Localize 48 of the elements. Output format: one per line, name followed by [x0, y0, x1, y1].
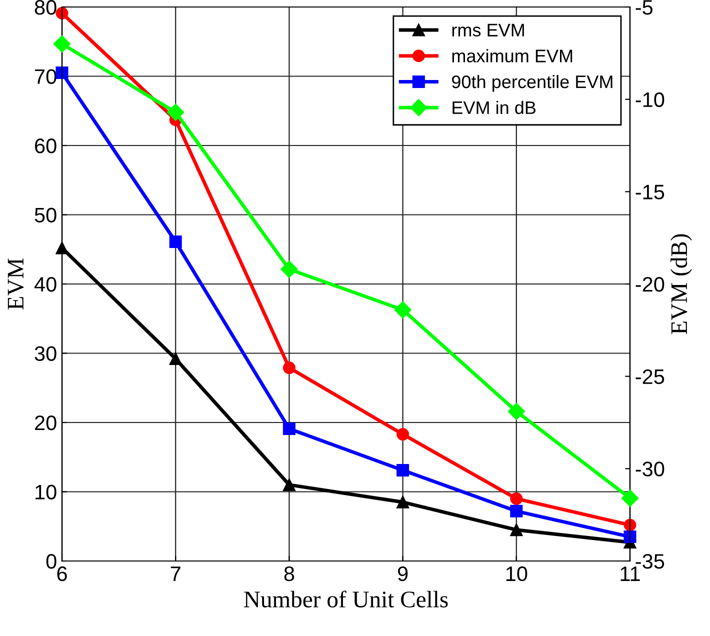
x-tick-label: 11 — [620, 566, 640, 581]
point — [56, 66, 68, 80]
y2-tick-label: -20 — [636, 277, 664, 292]
y-tick-label: 40 — [34, 277, 56, 292]
point — [282, 362, 296, 374]
y-axis-title: EVM — [8, 258, 24, 310]
point — [508, 402, 525, 420]
y2-tick-label: -25 — [636, 369, 664, 384]
x-tick-label: 7 — [170, 566, 180, 581]
point — [396, 496, 410, 508]
y-tick-label: 70 — [35, 69, 56, 84]
point — [394, 301, 412, 318]
y2-tick-label: -5 — [636, 0, 653, 15]
y2-axis-title: EVM (dB) — [670, 234, 692, 334]
legend-label: rms EVM — [452, 24, 524, 37]
y-tick-label: 20 — [35, 416, 56, 430]
y2-tick-label: -35 — [636, 554, 664, 569]
point — [280, 260, 298, 278]
y-tick-label: 0 — [46, 554, 56, 569]
y2-tick-label: -15 — [636, 184, 664, 200]
point — [624, 530, 636, 544]
point — [169, 352, 182, 366]
y-tick-label: 50 — [34, 208, 56, 223]
y-tick-label: 10 — [36, 484, 56, 500]
x-tick-label: 10 — [506, 566, 528, 582]
point — [621, 490, 639, 507]
point — [282, 422, 296, 435]
point — [282, 478, 296, 492]
y2-tick-label: -10 — [636, 92, 664, 108]
legend-label: 90th percentile EVM — [452, 74, 612, 92]
point — [53, 35, 71, 52]
point — [396, 428, 410, 441]
x-axis-title: Number of Unit Cells — [244, 590, 448, 608]
point — [396, 464, 410, 477]
y-tick-label: 80 — [34, 0, 56, 15]
x-tick-label: 6 — [57, 566, 67, 582]
point — [169, 236, 182, 248]
x-tick-label: 8 — [284, 566, 294, 582]
legend-label: EVM in dB — [452, 100, 536, 114]
point — [510, 492, 523, 505]
y-tick-label: 30 — [34, 346, 56, 362]
legend-label: maximum EVM — [452, 49, 572, 62]
point — [510, 504, 523, 518]
point — [510, 524, 523, 536]
y-tick-label: 60 — [35, 138, 56, 154]
y2-tick-label: -30 — [636, 462, 664, 476]
point — [167, 104, 184, 121]
x-tick-label: 9 — [398, 566, 408, 582]
